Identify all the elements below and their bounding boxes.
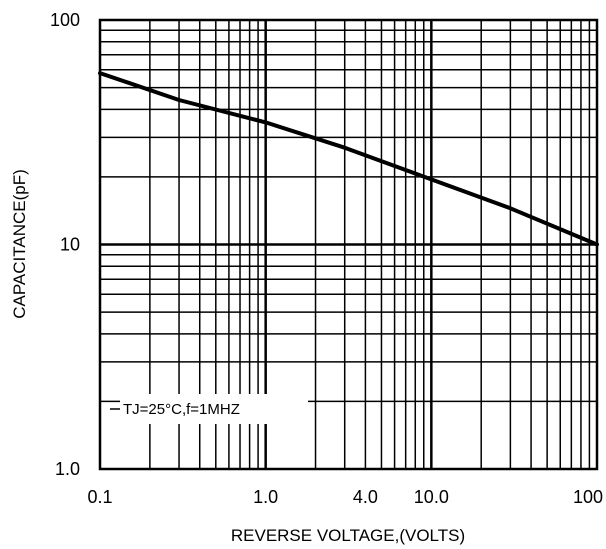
x-tick-label: 100: [573, 487, 603, 507]
y-axis-title: CAPACITANCE(pF): [10, 169, 29, 319]
grid: [100, 20, 597, 469]
tick-labels: 0.1 1.0 4.0 10.0 100 1.0 10 100: [50, 10, 603, 507]
annotation-text: TJ=25°C,f=1MHZ: [123, 401, 240, 418]
y-tick-label: 100: [50, 10, 80, 30]
annotation-box: [120, 394, 308, 424]
x-tick-label: 0.1: [87, 487, 112, 507]
series-curve: [98, 71, 599, 247]
y-tick-label: 1.0: [55, 459, 80, 479]
x-tick-label: 1.0: [253, 487, 278, 507]
x-tick-label: 10.0: [414, 487, 449, 507]
x-axis-title: REVERSE VOLTAGE,(VOLTS): [231, 526, 465, 545]
y-tick-label: 10: [60, 235, 80, 255]
x-tick-label: 4.0: [353, 487, 378, 507]
